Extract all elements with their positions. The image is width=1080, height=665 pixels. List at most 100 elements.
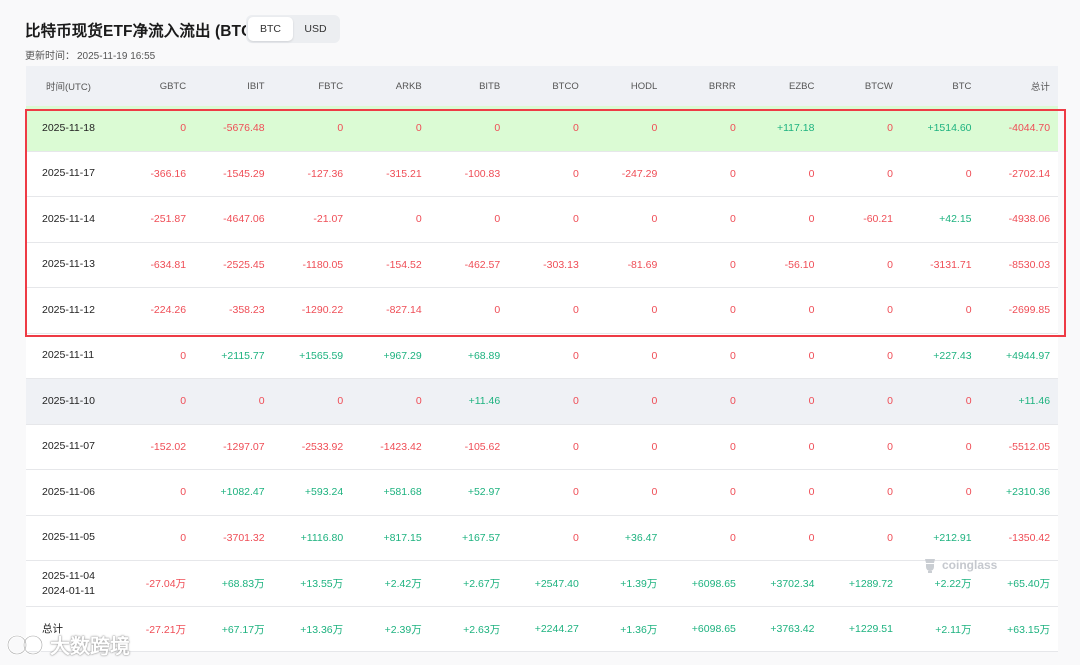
flow-value: -27.04万 — [145, 578, 187, 590]
flow-value: -247.29 — [621, 167, 658, 180]
flow-value: 0 — [887, 349, 893, 362]
etf-flow-table: 时间(UTC) GBTC IBIT FBTC ARKB BITB BTCO HODL BRRR E… — [26, 66, 1058, 652]
flow-value: -251.87 — [150, 213, 187, 226]
flow-value: 0 — [651, 304, 658, 317]
flow-value: 0 — [808, 395, 815, 408]
flow-value: -315.21 — [386, 167, 422, 180]
flow-value: 0 — [730, 167, 736, 180]
flow-value: -100.83 — [464, 167, 501, 180]
flow-value: -366.16 — [150, 167, 187, 180]
flow-value: -1290.22 — [301, 304, 344, 317]
flow-value: 0 — [808, 531, 815, 544]
column-header: BTCW — [864, 80, 893, 92]
flow-value: +68.83万 — [221, 578, 265, 590]
flow-value: +1116.80 — [300, 531, 344, 544]
toggle-btc[interactable]: BTC — [248, 17, 293, 41]
unit-toggle[interactable]: BTC USD — [246, 15, 340, 43]
flow-value: +817.15 — [383, 531, 422, 544]
flow-value: +68.89 — [467, 349, 501, 362]
flow-value: +2.11万 — [935, 623, 972, 636]
flow-value: 0 — [887, 486, 893, 499]
flow-value: 0 — [651, 440, 658, 453]
flow-value: +3702.34 — [770, 577, 815, 590]
row-date-secondary: 2024-01-11 — [42, 584, 95, 597]
flow-value: 0 — [651, 122, 658, 135]
flow-value: 0 — [572, 349, 579, 362]
flow-value: 0 — [887, 258, 893, 271]
flow-value: -8530.03 — [1008, 258, 1051, 271]
flow-value: 0 — [887, 531, 893, 544]
flow-value: -3701.32 — [223, 531, 265, 544]
table-row: 2025-11-06 0 +1082.47 +593.24 +581.68 +52.97 0… — [26, 470, 1058, 516]
flow-value: -634.81 — [150, 258, 187, 271]
flow-value: -3131.71 — [930, 258, 972, 271]
flow-value: 0 — [180, 122, 187, 135]
flow-value: +6098.65 — [691, 577, 736, 590]
flow-value: 0 — [494, 213, 501, 226]
flow-value: 0 — [572, 486, 579, 499]
flow-value: 0 — [572, 440, 579, 453]
row-date-primary: 2025-11-10 — [42, 394, 95, 407]
table-row: 2025-11-18 0 -5676.48 0 0 0 0 0 0 +117.18 0 +1514.6… — [26, 106, 1058, 152]
flow-value: +4944.97 — [1005, 349, 1051, 362]
flow-value: +593.24 — [304, 486, 344, 499]
flow-value: +1229.51 — [848, 623, 893, 635]
flow-value: 0 — [415, 395, 422, 408]
flow-value: +63.15万 — [1007, 623, 1051, 636]
flow-value: 0 — [808, 167, 815, 180]
flow-value: -56.10 — [784, 258, 815, 271]
flow-value: 0 — [651, 486, 658, 499]
flow-value: +36.47 — [624, 531, 658, 544]
column-header: 总计 — [1030, 82, 1050, 93]
flow-value: -1297.07 — [223, 440, 265, 453]
flow-value: 0 — [887, 122, 893, 135]
flow-value: 0 — [494, 304, 501, 317]
page-title: 比特币现货ETF净流入流出 (BTC) — [25, 23, 258, 40]
column-header: BRRR — [708, 80, 736, 92]
row-date-primary: 2025-11-12 — [42, 303, 95, 316]
flow-value: +2547.40 — [534, 577, 579, 590]
flow-value: -1180.05 — [302, 258, 344, 271]
flow-value: +967.29 — [383, 349, 422, 362]
row-date: 2025-11-12 — [26, 303, 116, 318]
table-header: 时间(UTC) GBTC IBIT FBTC ARKB BITB BTCO HODL BRRR E… — [26, 66, 1058, 106]
flow-value: 0 — [965, 167, 972, 180]
flow-value: -4044.70 — [1008, 122, 1051, 135]
row-date: 2025-11-06 — [26, 485, 116, 500]
update-time: 更新时间： 2025-11-19 16:55 — [25, 47, 157, 62]
flow-value: 0 — [730, 122, 736, 135]
flow-value: -105.62 — [464, 440, 501, 453]
flow-value: -127.36 — [307, 167, 344, 180]
flow-value: 0 — [415, 213, 422, 226]
flow-value: -827.14 — [386, 304, 422, 317]
column-header: GBTC — [159, 80, 187, 92]
column-header: ARKB — [395, 80, 422, 92]
flow-value: -462.57 — [464, 258, 501, 271]
toggle-usd[interactable]: USD — [304, 23, 327, 35]
row-date: 2025-11-10 — [26, 394, 116, 409]
flow-value: 0 — [730, 304, 736, 317]
table-row: 2025-11-14 -251.87 -4647.06 -21.07 0 0 0 0 0 0 -60… — [26, 197, 1058, 243]
flow-value: +11.46 — [1018, 395, 1051, 408]
column-header: BTCO — [552, 80, 579, 92]
flow-value: -358.23 — [228, 304, 265, 317]
flow-value: +13.36万 — [300, 623, 344, 636]
flow-value: 0 — [887, 395, 893, 408]
flow-value: +3763.42 — [770, 623, 815, 635]
flow-value: 0 — [730, 531, 736, 544]
table-row: 2025-11-05 0 -3701.32 +1116.80 +817.15 +167.5… — [26, 515, 1058, 561]
flow-value: 0 — [572, 395, 579, 408]
coinglass-watermark: coinglass — [922, 557, 997, 573]
flow-value: 0 — [730, 395, 736, 408]
flow-value: +11.46 — [468, 395, 501, 408]
table-body: 2025-11-18 0 -5676.48 0 0 0 0 0 0 +117.18 0 +1514.6… — [26, 106, 1058, 652]
coinglass-logo-icon — [925, 559, 935, 573]
flow-value: -1545.29 — [223, 167, 265, 180]
flow-value: 0 — [730, 258, 736, 271]
row-date: 2025-11-04 2024-01-11 — [26, 569, 116, 599]
flow-value: +52.97 — [467, 486, 501, 499]
flow-value: -2533.92 — [301, 440, 344, 453]
flow-value: 0 — [730, 440, 736, 453]
flow-value: +2.63万 — [463, 623, 501, 636]
table-row: 2025-11-13 -634.81 -2525.45 -1180.05 -154.52… — [26, 242, 1058, 288]
